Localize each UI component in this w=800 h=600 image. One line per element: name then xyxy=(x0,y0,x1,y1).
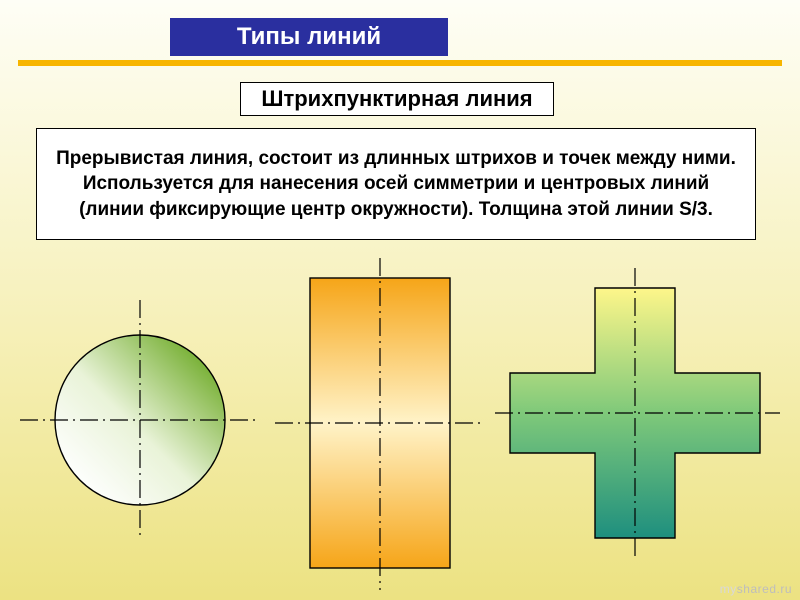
watermark-rest: shared.ru xyxy=(737,582,792,596)
watermark-prefix: my xyxy=(720,582,737,596)
slide-root: Типы линий Штрихпунктирная линия Прерыви… xyxy=(0,0,800,600)
watermark: myshared.ru xyxy=(720,582,792,596)
diagram-canvas xyxy=(0,0,800,600)
